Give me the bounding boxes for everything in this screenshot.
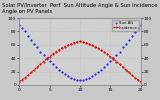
Incidence xyxy=(131,74,133,76)
Incidence xyxy=(134,77,136,78)
Sun Alt xyxy=(134,32,136,33)
Sun Alt xyxy=(97,72,99,73)
Incidence xyxy=(85,42,87,43)
Sun Alt xyxy=(109,60,111,62)
Incidence xyxy=(140,81,142,82)
Sun Alt xyxy=(67,76,69,77)
Sun Alt xyxy=(128,40,130,41)
Incidence xyxy=(119,64,120,65)
Sun Alt xyxy=(33,44,35,45)
Incidence xyxy=(18,81,20,82)
Sun Alt xyxy=(125,44,127,45)
Sun Alt xyxy=(73,78,75,80)
Incidence xyxy=(82,42,84,43)
Incidence xyxy=(33,69,35,70)
Incidence xyxy=(43,61,44,62)
Sun Alt xyxy=(103,66,105,68)
Incidence xyxy=(109,56,111,58)
Incidence xyxy=(122,66,124,68)
Incidence xyxy=(128,72,130,73)
Sun Alt xyxy=(112,57,114,58)
Sun Alt xyxy=(30,40,32,41)
Incidence xyxy=(61,48,63,49)
Incidence xyxy=(112,58,114,60)
Sun Alt xyxy=(21,27,23,29)
Line: Sun Alt: Sun Alt xyxy=(19,24,141,80)
Incidence xyxy=(116,61,117,62)
Incidence xyxy=(58,50,60,51)
Sun Alt xyxy=(137,27,139,29)
Incidence xyxy=(106,54,108,55)
Sun Alt xyxy=(70,77,72,78)
Sun Alt xyxy=(24,31,26,32)
Incidence xyxy=(46,58,48,60)
Incidence xyxy=(97,48,99,49)
Incidence xyxy=(79,41,81,42)
Line: Incidence: Incidence xyxy=(19,41,141,82)
Sun Alt xyxy=(61,72,63,73)
Incidence xyxy=(21,79,23,80)
Incidence xyxy=(100,50,102,51)
Incidence xyxy=(91,45,93,46)
Incidence xyxy=(67,45,69,46)
Incidence xyxy=(137,79,139,80)
Sun Alt xyxy=(122,47,124,48)
Sun Alt xyxy=(58,69,60,70)
Sun Alt xyxy=(88,77,90,78)
Sun Alt xyxy=(40,51,41,52)
Incidence xyxy=(24,77,26,78)
Incidence xyxy=(125,69,127,70)
Sun Alt xyxy=(131,36,133,37)
Incidence xyxy=(30,72,32,73)
Sun Alt xyxy=(79,79,81,80)
Incidence xyxy=(64,46,66,47)
Text: Solar PV/Inverter  Perf  Sun Altitude Angle & Sun Incidence Angle on PV Panels: Solar PV/Inverter Perf Sun Altitude Angl… xyxy=(2,3,157,14)
Incidence xyxy=(27,74,29,76)
Sun Alt xyxy=(36,47,38,48)
Incidence xyxy=(49,56,51,58)
Incidence xyxy=(73,42,75,43)
Incidence xyxy=(70,44,72,45)
Sun Alt xyxy=(119,51,120,52)
Sun Alt xyxy=(85,78,87,80)
Incidence xyxy=(88,44,90,45)
Sun Alt xyxy=(116,54,117,55)
Sun Alt xyxy=(46,57,48,58)
Sun Alt xyxy=(43,54,44,55)
Sun Alt xyxy=(55,66,57,68)
Sun Alt xyxy=(76,79,78,80)
Sun Alt xyxy=(27,36,29,37)
Sun Alt xyxy=(18,24,20,25)
Incidence xyxy=(52,54,54,55)
Sun Alt xyxy=(64,74,66,75)
Sun Alt xyxy=(91,76,93,77)
Sun Alt xyxy=(52,63,54,64)
Incidence xyxy=(55,52,57,53)
Sun Alt xyxy=(94,74,96,75)
Legend: Sun Alt, Incidence: Sun Alt, Incidence xyxy=(112,20,139,31)
Sun Alt xyxy=(106,63,108,64)
Sun Alt xyxy=(49,60,51,62)
Sun Alt xyxy=(100,69,102,70)
Incidence xyxy=(94,46,96,47)
Incidence xyxy=(103,52,105,53)
Sun Alt xyxy=(82,79,84,80)
Incidence xyxy=(76,42,78,43)
Incidence xyxy=(36,66,38,68)
Sun Alt xyxy=(140,24,142,25)
Incidence xyxy=(40,64,41,65)
